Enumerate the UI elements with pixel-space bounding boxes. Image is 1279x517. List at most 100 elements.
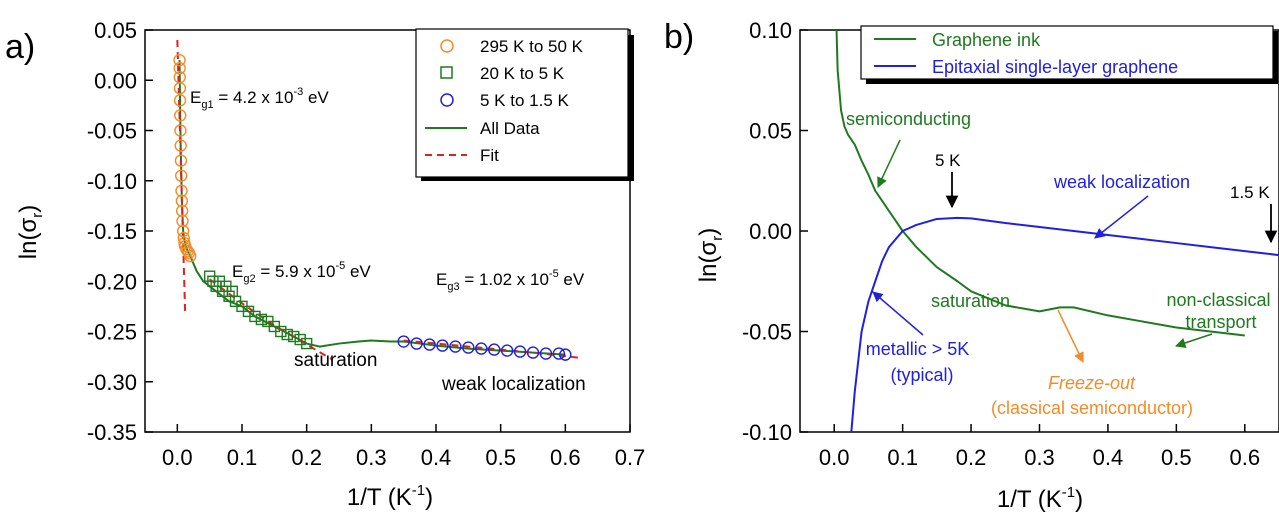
annotation-weak-localization-a: weak localization [441, 374, 586, 395]
panel-b-y-axis-label-sub: r [709, 236, 726, 241]
point-20-k-to-5-k [288, 330, 300, 343]
panel-a-y-tick-label: -0.05 [87, 119, 137, 144]
panel-b-x-axis-label-close: ) [1075, 486, 1083, 513]
legend-epitaxial: Epitaxial single-layer graphene [932, 57, 1178, 77]
panel-b-x-tick-label: 0.3 [1024, 445, 1055, 470]
panel-a-y-tick-label: -0.35 [87, 420, 137, 445]
legend-blue-circle [440, 93, 454, 107]
point-5-k-to-1-5-k [397, 335, 410, 348]
panel-a-x-tick-label: 0.5 [485, 445, 516, 470]
panel-b-x-axis-label: 1/T (K-1) [997, 484, 1083, 513]
panel-a-y-tick-label: -0.10 [87, 169, 137, 194]
annotation-freeze-out-line2: (classical semiconductor) [991, 398, 1193, 418]
panel-b-series [835, 30, 1279, 432]
annotation-freeze-out: Freeze-out (classical semiconductor) [991, 373, 1193, 418]
point-5-k-to-1-5-k [488, 343, 501, 356]
panel-a-label: a) [5, 28, 35, 66]
eg2-suffix: eV [345, 262, 371, 281]
point-5-k-to-1-5-k [462, 341, 475, 354]
point-20-k-to-5-k [294, 333, 306, 346]
annotation-metallic-line2: (typical) [890, 365, 953, 385]
point-5-k-to-1-5-k [526, 346, 540, 359]
point-5-k-to-1-5-k [410, 337, 423, 350]
point-20-k-to-5-k [300, 337, 313, 350]
legend-item-3: 5 K to 1.5 K [480, 91, 569, 110]
panel-a-y-tick-label: -0.20 [87, 269, 137, 294]
panel-b-legend-box [860, 25, 1274, 80]
panel-a-y-tick-label: -0.25 [87, 320, 137, 345]
panel-a-y-tick-label: -0.30 [87, 370, 137, 395]
point-295-k-to-50-k [174, 109, 187, 122]
panel-b-y-tick-label: 0.10 [749, 18, 792, 43]
panel-a-y-tick-label: 0.05 [94, 18, 137, 43]
series-fit [403, 339, 579, 359]
point-20-k-to-5-k [249, 310, 261, 323]
panel-a-x-axis-label-main: 1/T (K [347, 484, 412, 511]
point-20-k-to-5-k [255, 313, 268, 326]
point-295-k-to-50-k [175, 194, 189, 208]
point-295-k-to-50-k [173, 61, 186, 75]
point-295-k-to-50-k [173, 94, 187, 107]
panel-a-y-tick-label: 0.00 [94, 68, 137, 93]
eg2-text: = 5.9 x 10 [256, 262, 336, 281]
annotation-saturation-a: saturation [294, 350, 377, 371]
legend-item-1: 295 K to 50 K [480, 37, 584, 56]
legend-orange-circle [440, 39, 454, 53]
panel-a-x-tick-label: 0.3 [356, 445, 387, 470]
panel-a-x-tick-label: 0.1 [227, 445, 258, 470]
point-295-k-to-50-k [174, 124, 187, 137]
eg2-prefix: E [232, 262, 243, 281]
panel-b-y-tick-label: 0.05 [749, 119, 792, 144]
annotation-metallic-line1: metallic > 5K [866, 339, 970, 359]
panel-a-x-axis-label-close: ) [425, 484, 433, 511]
legend-item-5: Fit [480, 146, 499, 165]
point-295-k-to-50-k [174, 139, 187, 152]
eg3-sup: -5 [549, 268, 559, 280]
annotation-1-5k: 1.5 K [1230, 183, 1270, 202]
point-295-k-to-50-k [174, 154, 188, 167]
panel-b-x-ticks: 0.0 0.1 0.2 0.3 0.4 0.5 0.6 [819, 424, 1260, 470]
eg2-sup: -5 [335, 260, 345, 272]
point-295-k-to-50-k [184, 249, 197, 263]
point-5-k-to-1-5-k [539, 347, 553, 360]
panel-b-x-axis-label-sup: -1 [1062, 484, 1075, 501]
panel-b-y-axis-label-close: ) [695, 228, 722, 236]
panel-a-x-ticks: 0.0 0.1 0.2 0.3 0.4 0.5 0.6 0.7 [162, 424, 645, 470]
series-fit [209, 278, 334, 361]
panel-a-x-tick-label: 0.7 [615, 445, 646, 470]
legend-green-square [440, 66, 453, 79]
arrow-weak-localization [1094, 195, 1149, 239]
panel-a-x-tick-label: 0.0 [162, 445, 193, 470]
annotation-eg2: Eg2 = 5.9 x 10-5 eV [232, 260, 371, 285]
point-295-k-to-50-k [175, 169, 188, 182]
eg3-suffix: eV [559, 270, 585, 289]
series-graphene-ink [835, 30, 1245, 337]
panel-a-x-axis-label: 1/T (K-1) [347, 482, 433, 511]
panel-a-y-axis-label-close: ) [15, 205, 42, 213]
panel-b-y-tick-label: -0.10 [742, 420, 792, 445]
panel-b-x-tick-label: 0.1 [887, 445, 918, 470]
legend-graphene-ink: Graphene ink [932, 30, 1041, 50]
panel-a-x-tick-label: 0.6 [550, 445, 581, 470]
arrow-non-classical [1175, 333, 1213, 348]
point-5-k-to-1-5-k [559, 348, 572, 361]
panel-a-y-tick-label: -0.15 [87, 219, 137, 244]
panel-b-x-tick-label: 0.4 [1093, 445, 1124, 470]
arrow-semiconducting [877, 139, 901, 188]
panel-b-x-tick-label: 0.0 [819, 445, 850, 470]
panel-b-y-axis-label: ln(σr) [695, 228, 726, 282]
point-295-k-to-50-k [173, 82, 187, 95]
panel-b-y-tick-label: 0.00 [749, 219, 792, 244]
legend-item-2: 20 K to 5 K [480, 64, 565, 83]
panel-a-legend: 295 K to 50 K 20 K to 5 K 5 K to 1.5 K A… [415, 28, 634, 181]
annotation-non-classical-line1: non-classical [1166, 290, 1270, 310]
panel-b-y-ticks: 0.10 0.05 0.00 -0.05 -0.10 [742, 18, 808, 445]
panel-a-x-tick-label: 0.2 [291, 445, 322, 470]
panel-b-x-tick-label: 0.6 [1229, 445, 1260, 470]
point-20-k-to-5-k [281, 328, 293, 341]
panel-a-y-ticks: 0.05 0.00 -0.05 -0.10 -0.15 -0.20 -0.25 -0.30 -0… [87, 18, 153, 445]
eg3-text: = 1.02 x 10 [460, 270, 549, 289]
arrow-metallic [872, 291, 924, 336]
panel-a-y-axis-label-main: ln(σ [15, 218, 42, 260]
